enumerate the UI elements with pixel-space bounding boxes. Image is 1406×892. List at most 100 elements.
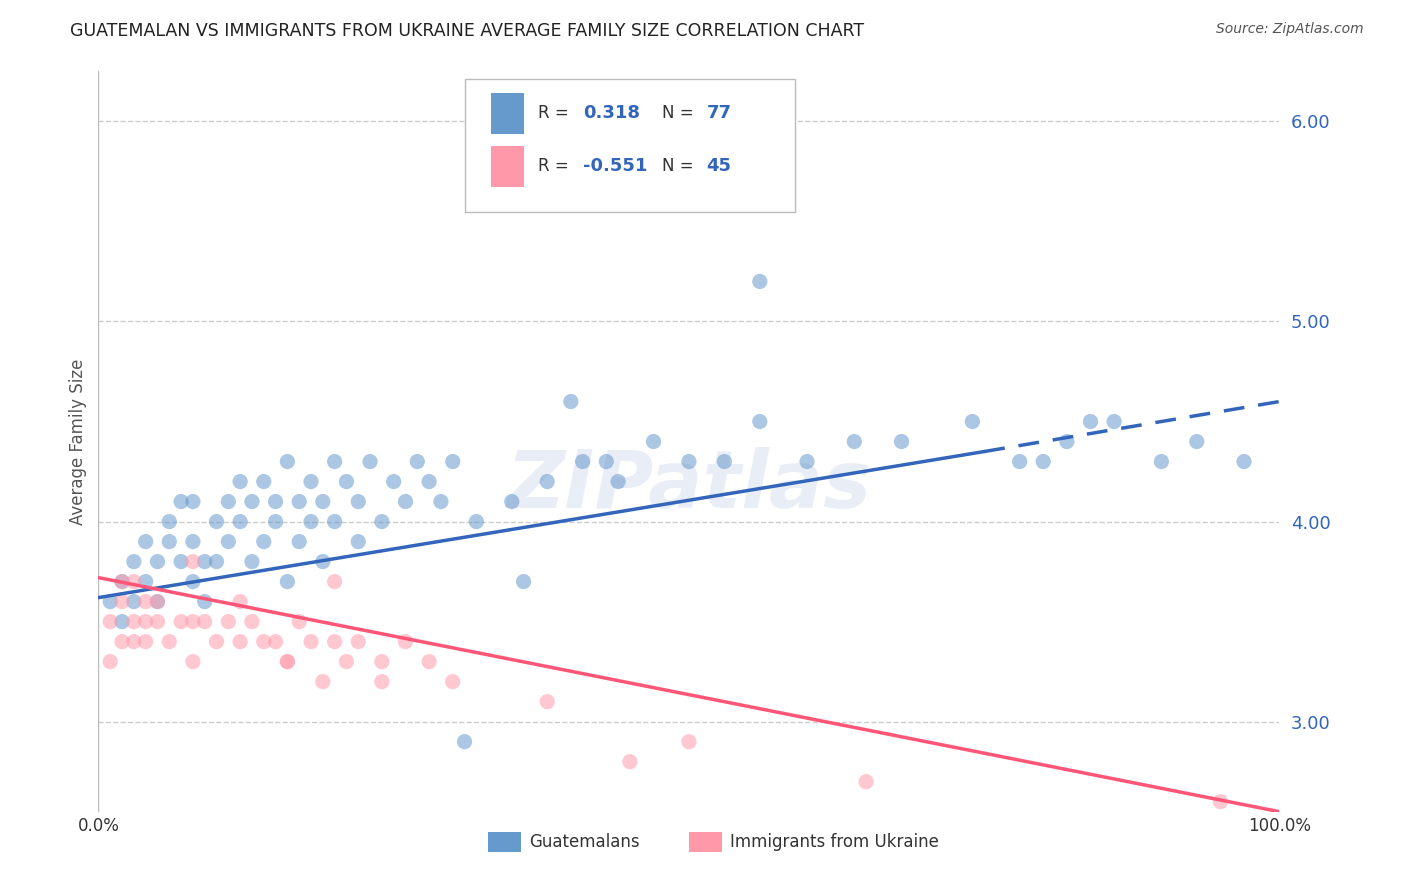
Point <box>240 494 263 508</box>
Point <box>217 534 239 549</box>
Point <box>312 494 335 508</box>
FancyBboxPatch shape <box>464 78 796 212</box>
Text: N =: N = <box>662 158 699 176</box>
Point <box>135 634 157 648</box>
Point <box>323 574 346 589</box>
Point <box>229 634 252 648</box>
Point <box>371 515 394 529</box>
Text: Guatemalans: Guatemalans <box>530 833 640 851</box>
Point <box>312 674 335 689</box>
Text: R =: R = <box>537 158 574 176</box>
Point <box>512 574 534 589</box>
Point <box>205 515 228 529</box>
Point <box>1080 415 1102 429</box>
Point <box>1209 795 1232 809</box>
Point <box>1056 434 1078 449</box>
Point <box>98 615 121 629</box>
Point <box>276 574 298 589</box>
Point <box>122 594 145 608</box>
Point <box>122 634 145 648</box>
Point <box>276 655 298 669</box>
Point <box>418 655 440 669</box>
Point <box>288 494 311 508</box>
Point <box>253 534 276 549</box>
Point <box>217 494 239 508</box>
Point <box>111 634 134 648</box>
Text: -0.551: -0.551 <box>582 158 647 176</box>
Point <box>713 454 735 468</box>
Point <box>253 634 276 648</box>
Point <box>194 615 217 629</box>
Point <box>678 734 700 748</box>
Text: GUATEMALAN VS IMMIGRANTS FROM UKRAINE AVERAGE FAMILY SIZE CORRELATION CHART: GUATEMALAN VS IMMIGRANTS FROM UKRAINE AV… <box>70 22 865 40</box>
Point <box>217 615 239 629</box>
Point <box>135 594 157 608</box>
Text: R =: R = <box>537 104 574 122</box>
Point <box>418 475 440 489</box>
Point <box>229 515 252 529</box>
Point <box>1185 434 1208 449</box>
Text: 45: 45 <box>707 158 731 176</box>
Point <box>323 515 346 529</box>
Point <box>122 555 145 569</box>
Point <box>111 574 134 589</box>
Point <box>146 594 169 608</box>
Point <box>157 515 180 529</box>
Point <box>299 475 322 489</box>
Point <box>607 475 630 489</box>
Point <box>347 534 370 549</box>
Point <box>229 594 252 608</box>
Point <box>371 674 394 689</box>
Point <box>323 634 346 648</box>
Text: Immigrants from Ukraine: Immigrants from Ukraine <box>730 833 939 851</box>
Point <box>288 534 311 549</box>
Text: 0.318: 0.318 <box>582 104 640 122</box>
Point <box>406 454 429 468</box>
Point <box>1008 454 1031 468</box>
Point <box>122 574 145 589</box>
Point <box>181 615 204 629</box>
Point <box>312 555 335 569</box>
Point <box>382 475 405 489</box>
Point <box>264 515 287 529</box>
Y-axis label: Average Family Size: Average Family Size <box>69 359 87 524</box>
Text: Source: ZipAtlas.com: Source: ZipAtlas.com <box>1216 22 1364 37</box>
Point <box>335 655 357 669</box>
Point <box>288 615 311 629</box>
Point <box>855 774 877 789</box>
Point <box>536 475 558 489</box>
FancyBboxPatch shape <box>488 831 522 853</box>
FancyBboxPatch shape <box>689 831 723 853</box>
Point <box>170 615 193 629</box>
Point <box>501 494 523 508</box>
Point <box>571 454 593 468</box>
Point <box>441 454 464 468</box>
Point <box>240 615 263 629</box>
Point <box>253 475 276 489</box>
Point <box>264 494 287 508</box>
Point <box>170 494 193 508</box>
Point <box>643 434 665 449</box>
Point <box>264 634 287 648</box>
Point <box>181 534 204 549</box>
Point <box>146 594 169 608</box>
Point <box>157 634 180 648</box>
Point <box>441 674 464 689</box>
Text: ZIPatlas: ZIPatlas <box>506 447 872 525</box>
Point <box>146 555 169 569</box>
Point <box>748 415 770 429</box>
Point <box>430 494 453 508</box>
Point <box>122 615 145 629</box>
Point <box>844 434 866 449</box>
Point <box>240 555 263 569</box>
Point <box>1032 454 1054 468</box>
Point <box>394 634 416 648</box>
Point <box>157 534 180 549</box>
Point <box>1233 454 1256 468</box>
Point <box>181 555 204 569</box>
FancyBboxPatch shape <box>491 146 523 186</box>
FancyBboxPatch shape <box>491 93 523 134</box>
Point <box>135 574 157 589</box>
Point <box>453 734 475 748</box>
Point <box>347 634 370 648</box>
